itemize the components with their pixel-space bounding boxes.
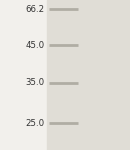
Text: 25.0: 25.0 (25, 118, 44, 127)
Text: 66.2: 66.2 (25, 4, 44, 14)
Bar (0, 0, 47, 150)
Text: 35.0: 35.0 (25, 78, 44, 87)
Bar (47, 0, 130, 150)
Text: 45.0: 45.0 (25, 40, 44, 50)
